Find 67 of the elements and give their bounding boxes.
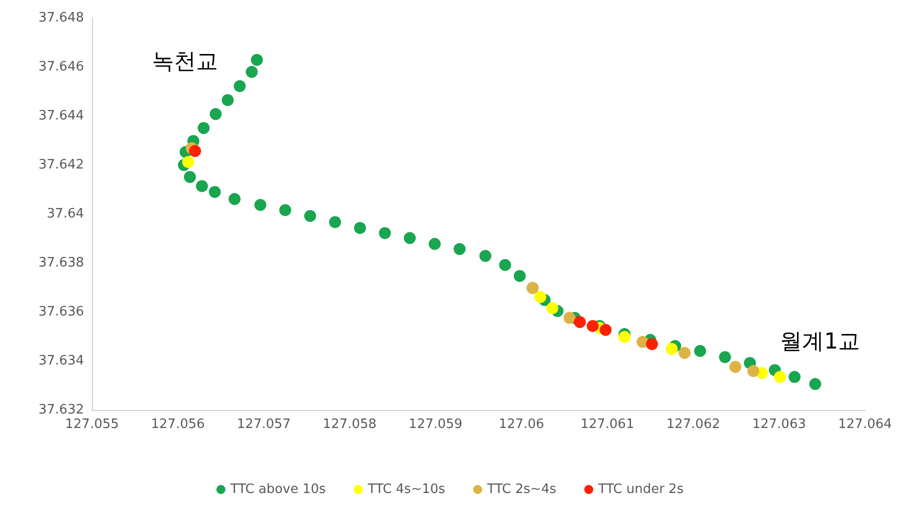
point (719, 351, 731, 364)
point (378, 227, 391, 240)
annotation: 녹천교 (152, 49, 218, 74)
x-tick-label: 127.059 (408, 417, 462, 432)
point (189, 145, 202, 158)
legend-label: TTC under 2s (597, 482, 684, 497)
point (208, 186, 221, 198)
point (694, 344, 706, 357)
legend-label: TTC above 10s (229, 482, 326, 497)
y-tick-label: 37.634 (38, 354, 84, 368)
point (196, 180, 208, 192)
point (600, 324, 612, 336)
point (184, 171, 196, 183)
point (222, 94, 234, 106)
point (228, 193, 241, 206)
point (618, 330, 631, 343)
point (666, 343, 678, 355)
y-tick-label: 37.64 (46, 206, 84, 222)
x-tick-label: 127.061 (580, 417, 634, 432)
point (678, 346, 691, 359)
point (788, 370, 801, 383)
x-tick-label: 127.06 (498, 417, 544, 432)
point (182, 156, 194, 168)
point (479, 250, 492, 262)
point (254, 198, 266, 211)
x-tick-label: 127.057 (236, 417, 291, 432)
point (234, 80, 246, 92)
point (586, 320, 599, 332)
point (279, 204, 292, 216)
point (774, 370, 786, 383)
y-tick-label: 37.648 (38, 10, 84, 26)
point (250, 54, 263, 66)
point (354, 222, 366, 234)
point (564, 312, 576, 324)
point (636, 336, 649, 348)
point (210, 108, 222, 120)
x-tick-label: 127.063 (752, 417, 806, 432)
point (514, 270, 526, 282)
x-tick-label: 127.062 (666, 417, 720, 432)
point (646, 338, 658, 350)
annotation: 월계1교 (780, 330, 860, 355)
point (747, 365, 760, 378)
point (404, 232, 416, 244)
y-tick-label: 37.646 (38, 60, 84, 74)
point (729, 360, 742, 373)
point (198, 122, 210, 134)
point (454, 243, 466, 256)
point (329, 216, 342, 228)
x-tick-label: 127.058 (322, 417, 377, 432)
point (428, 238, 441, 250)
x-tick-label: 127.056 (151, 417, 205, 432)
point (499, 258, 512, 271)
y-tick-label: 37.636 (38, 304, 84, 320)
y-tick-label: 37.638 (38, 256, 84, 270)
x-tick-label: 127.055 (65, 417, 119, 432)
point (574, 316, 586, 328)
point (809, 378, 822, 390)
legend-label: TTC 2s~4s (486, 482, 556, 497)
point (546, 302, 558, 314)
point (304, 210, 316, 222)
y-tick-label: 37.632 (38, 402, 84, 418)
legend-label: TTC 4s~10s (366, 482, 446, 497)
y-tick-label: 37.642 (38, 158, 84, 172)
point (246, 66, 258, 78)
y-tick-label: 37.644 (38, 108, 84, 124)
x-tick-label: 127.064 (838, 417, 892, 432)
point (534, 291, 546, 304)
